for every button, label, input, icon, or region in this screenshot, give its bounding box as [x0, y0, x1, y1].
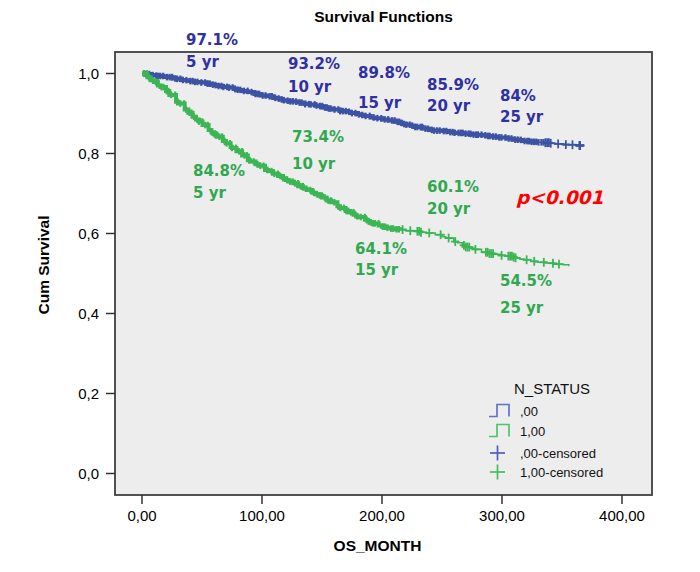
annotation-label: 89.8%	[358, 66, 410, 81]
annotation-label: 5 yr	[193, 186, 226, 201]
x-tick-label: 200,00	[359, 507, 405, 524]
x-axis-title: OS_MONTH	[115, 537, 640, 555]
plus-icon	[488, 463, 516, 481]
legend-item-label: 1,00	[520, 424, 545, 439]
x-tick-label: 0,00	[127, 507, 156, 524]
annotation-label: 64.1%	[355, 242, 407, 257]
annotation-label: 25 yr	[500, 110, 543, 125]
y-tick-label: 1,0	[78, 65, 99, 82]
annotation-label: 60.1%	[427, 180, 479, 195]
y-tick-label: 0,2	[78, 385, 99, 402]
annotation-label: 20 yr	[427, 99, 470, 114]
legend-item-label: ,00	[520, 404, 538, 419]
chart-title: Survival Functions	[0, 8, 700, 26]
step-line-icon	[488, 402, 516, 419]
y-axis-title: Cum Survival	[35, 155, 53, 375]
annotation-label: 97.1%	[186, 33, 238, 48]
plus-icon	[488, 444, 516, 462]
y-tick-label: 0,4	[78, 305, 99, 322]
legend-item-label: ,00-censored	[520, 446, 596, 461]
legend-title: N_STATUS	[514, 380, 590, 397]
y-tick-label: 0,6	[78, 225, 99, 242]
x-tick-label: 100,00	[239, 507, 285, 524]
x-tick-label: 300,00	[479, 507, 525, 524]
x-tick-label: 400,00	[599, 507, 645, 524]
annotation-label: 73.4%	[292, 130, 344, 145]
annotation-label: 15 yr	[358, 96, 401, 111]
annotation-label: 25 yr	[500, 301, 543, 316]
plot-area: 0,00,20,40,60,81,00,00100,00200,00300,00…	[0, 0, 700, 572]
annotation-label: 85.9%	[427, 78, 479, 93]
annotation-label: 5 yr	[186, 55, 219, 70]
step-line-icon	[488, 422, 516, 439]
annotation-label: 10 yr	[288, 80, 331, 95]
y-tick-label: 0,8	[78, 145, 99, 162]
legend: N_STATUS ,00 1,00 ,00-censored 1,00-censore…	[440, 376, 650, 481]
annotation-label: 84%	[500, 89, 536, 104]
p-value-label: p<0.001	[516, 187, 603, 208]
survival-chart: 0,00,20,40,60,81,00,00100,00200,00300,00…	[0, 0, 700, 572]
annotation-label: 93.2%	[288, 57, 340, 72]
y-tick-label: 0,0	[78, 465, 99, 482]
annotation-label: 10 yr	[292, 157, 335, 172]
annotation-label: 54.5%	[500, 274, 552, 289]
annotation-label: 84.8%	[193, 164, 245, 179]
legend-item-label: 1,00-censored	[520, 465, 603, 480]
annotation-label: 15 yr	[355, 263, 398, 278]
annotation-label: 20 yr	[427, 202, 470, 217]
